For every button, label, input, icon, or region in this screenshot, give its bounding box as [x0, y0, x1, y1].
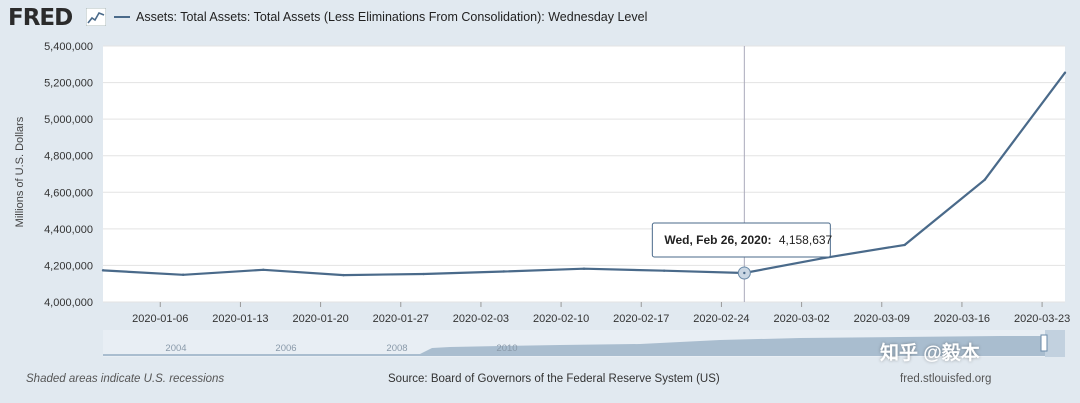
fred-logo[interactable]: FRED: [8, 5, 73, 31]
x-tick-label: 2020-02-03: [453, 313, 509, 325]
data-point: [502, 270, 506, 273]
navigator-label: 2010: [496, 343, 517, 354]
x-tick-label: 2020-02-17: [613, 313, 669, 325]
navigator-area: [103, 336, 1045, 356]
navigator[interactable]: 2004 2006 2008 2010: [103, 330, 1065, 357]
y-tick-label: 5,400,000: [44, 41, 93, 53]
data-point: [262, 268, 265, 272]
legend-swatch: [114, 16, 130, 18]
data-point: [342, 273, 345, 277]
data-point: [983, 178, 987, 181]
x-tick-label: 2020-03-09: [854, 313, 910, 325]
x-tick-label: 2020-01-20: [292, 313, 348, 325]
data-point: [743, 271, 746, 275]
y-tick-label: 4,000,000: [44, 297, 93, 309]
x-tick-label: 2020-01-13: [212, 313, 268, 325]
data-point: [903, 243, 906, 247]
y-tick-label: 4,200,000: [44, 260, 93, 272]
x-tick-label: 2020-03-02: [773, 313, 829, 325]
data-point: [582, 267, 586, 270]
x-tick-label: 2020-03-16: [934, 313, 990, 325]
tooltip-box: [651, 222, 831, 258]
y-tick-label: 4,600,000: [44, 187, 93, 199]
watermark: 知乎 @毅本: [880, 343, 980, 364]
tooltip: Wed, Feb 26, 2020: 4,158,637: [651, 222, 833, 258]
source-text: Source: Board of Governors of the Federa…: [388, 373, 720, 385]
tooltip-text: Wed, Feb 26, 2020: 4,158,637: [664, 233, 832, 247]
data-point: [662, 269, 666, 272]
series-title: Assets: Total Assets: Total Assets (Less…: [136, 10, 648, 24]
recession-note: Shaded areas indicate U.S. recessions: [26, 373, 225, 385]
sparkline-icon: [86, 8, 106, 26]
navigator-label: 2006: [275, 343, 296, 354]
data-point: [1063, 71, 1067, 74]
navigator-handle[interactable]: [1040, 334, 1048, 352]
tooltip-value: 4,158,637: [779, 233, 833, 247]
y-tick-label: 4,800,000: [44, 151, 93, 163]
data-point: [101, 269, 105, 272]
x-tick-label: 2020-01-06: [132, 313, 188, 325]
navigator-selection: [1045, 330, 1065, 357]
navigator-label: 2008: [386, 343, 407, 354]
navigator-label: 2004: [165, 343, 186, 354]
series-legend[interactable]: Assets: Total Assets: Total Assets (Less…: [114, 10, 647, 24]
chart-header: FRED Assets: Total Assets: Total Assets …: [0, 0, 1080, 40]
x-tick-label: 2020-02-24: [693, 313, 749, 325]
tooltip-date: Wed, Feb 26, 2020:: [664, 233, 771, 247]
data-point: [422, 272, 425, 276]
x-tick-label: 2020-03-23: [1014, 313, 1070, 325]
plot-area: [103, 46, 1065, 302]
site-link[interactable]: fred.stlouisfed.org: [900, 373, 992, 385]
data-point: [181, 273, 185, 276]
y-tick-label: 4,400,000: [44, 224, 93, 236]
y-tick-label: 5,200,000: [44, 78, 93, 90]
x-tick-label: 2020-02-10: [533, 313, 589, 325]
y-tick-label: 5,000,000: [44, 114, 93, 126]
x-tick-label: 2020-01-27: [373, 313, 429, 325]
